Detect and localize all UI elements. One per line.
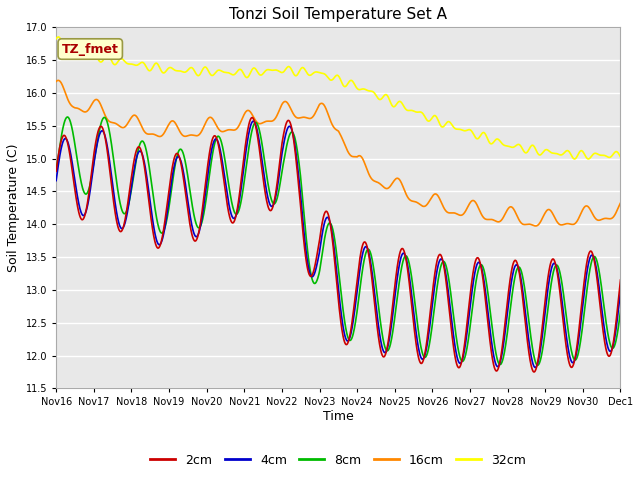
- Legend: 2cm, 4cm, 8cm, 16cm, 32cm: 2cm, 4cm, 8cm, 16cm, 32cm: [145, 449, 531, 472]
- X-axis label: Time: Time: [323, 410, 354, 423]
- Text: TZ_fmet: TZ_fmet: [62, 43, 118, 56]
- Title: Tonzi Soil Temperature Set A: Tonzi Soil Temperature Set A: [229, 7, 447, 22]
- Y-axis label: Soil Temperature (C): Soil Temperature (C): [7, 144, 20, 272]
